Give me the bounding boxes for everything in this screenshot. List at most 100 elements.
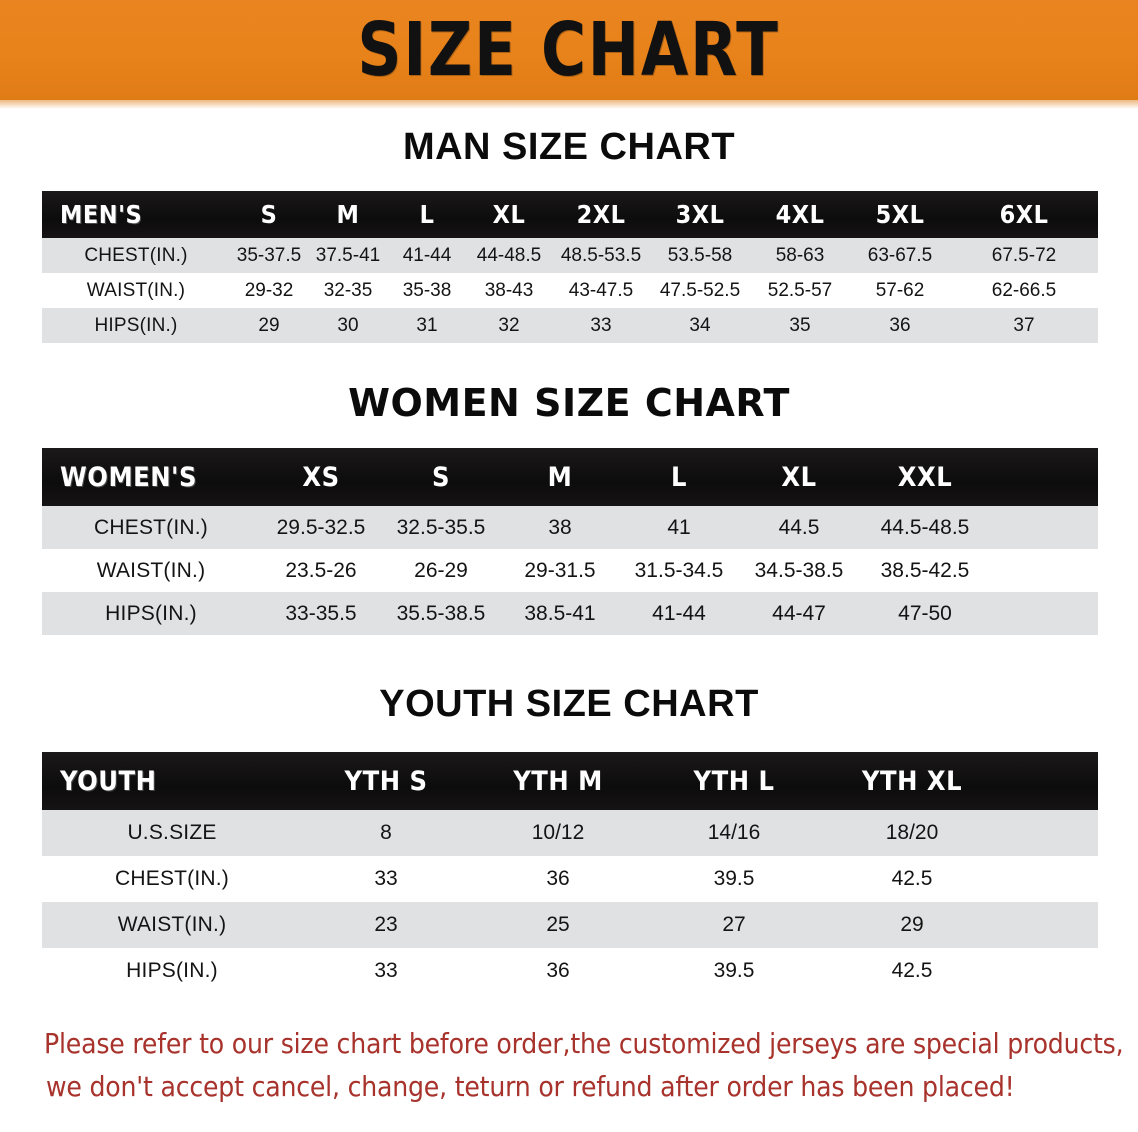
women-waist-spacer	[990, 549, 1098, 592]
women-corner-label: WOMEN'S	[60, 461, 197, 493]
women-chest-xxl: 44.5-48.5	[880, 515, 970, 539]
youth-row-label-chest: CHEST(IN.)	[115, 867, 229, 890]
table-row: HIPS(IN.) 33-35.5 35.5-38.5 38.5-41 41-4…	[42, 592, 1098, 635]
disclaimer-note: Please refer to our size chart before or…	[44, 1022, 1124, 1109]
man-section-title: MAN SIZE CHART	[402, 126, 736, 168]
table-row: HIPS(IN.) 29 30 31 32 33 34 35 36 37	[42, 308, 1098, 343]
man-chest-l: 41-44	[402, 244, 452, 266]
youth-section-title: YOUTH SIZE CHART	[379, 683, 759, 725]
man-waist-xl: 38-43	[484, 279, 534, 301]
women-col-xl: XL	[781, 461, 817, 493]
youth-corner-label: YOUTH	[60, 765, 157, 797]
youth-col-m: YTH M	[513, 765, 603, 797]
man-row-label-waist: WAIST(IN.)	[86, 279, 186, 301]
youth-waist-spacer	[1002, 902, 1098, 948]
man-waist-m: 32-35	[323, 279, 373, 301]
youth-hips-spacer	[1002, 948, 1098, 994]
women-size-table: WOMEN'S XS S M L XL XXL CHEST(IN.) 29.5-…	[42, 448, 1098, 635]
youth-chest-s: 33	[374, 867, 398, 890]
youth-ussize-spacer	[1002, 810, 1098, 856]
women-waist-s: 26-29	[414, 558, 468, 582]
man-hips-5xl: 36	[889, 314, 911, 336]
man-chest-5xl: 63-67.5	[867, 244, 933, 266]
women-col-l: L	[671, 461, 687, 493]
man-chest-m: 37.5-41	[315, 244, 381, 266]
women-chest-m: 38	[548, 515, 572, 539]
youth-header-row: YOUTH YTH S YTH M YTH L YTH XL	[42, 752, 1098, 810]
man-hips-m: 30	[337, 314, 359, 336]
man-row-label-chest: CHEST(IN.)	[84, 244, 188, 266]
table-row: CHEST(IN.) 33 36 39.5 42.5	[42, 856, 1098, 902]
youth-row-label-hips: HIPS(IN.)	[126, 959, 218, 982]
youth-col-l: YTH L	[693, 765, 775, 797]
man-row-label-hips: HIPS(IN.)	[94, 314, 178, 336]
women-header-row: WOMEN'S XS S M L XL XXL	[42, 448, 1098, 506]
man-col-5xl: 5XL	[875, 200, 925, 229]
banner-shadow	[0, 100, 1138, 109]
man-waist-3xl: 47.5-52.5	[659, 279, 741, 301]
man-waist-2xl: 43-47.5	[568, 279, 634, 301]
youth-chart-wrapper: YOUTH YTH S YTH M YTH L YTH XL U.S.SIZE …	[0, 752, 1138, 994]
women-section-title: WOMEN SIZE CHART	[348, 381, 790, 425]
man-waist-s: 29-32	[244, 279, 294, 301]
youth-size-table: YOUTH YTH S YTH M YTH L YTH XL U.S.SIZE …	[42, 752, 1098, 994]
man-hips-s: 29	[258, 314, 280, 336]
women-chest-l: 41	[667, 515, 691, 539]
man-waist-6xl: 62-66.5	[991, 279, 1057, 301]
youth-chest-m: 36	[546, 867, 570, 890]
women-waist-l: 31.5-34.5	[634, 558, 724, 582]
women-col-xxl: XXL	[897, 461, 953, 493]
women-waist-xl: 34.5-38.5	[754, 558, 844, 582]
women-col-m: M	[547, 461, 573, 493]
man-chest-4xl: 58-63	[775, 244, 825, 266]
women-hips-spacer	[990, 592, 1098, 635]
page-title: SIZE CHART	[357, 7, 781, 93]
youth-chest-spacer	[1002, 856, 1098, 902]
man-waist-l: 35-38	[402, 279, 452, 301]
table-row: U.S.SIZE 8 10/12 14/16 18/20	[42, 810, 1098, 856]
man-hips-6xl: 37	[1013, 314, 1035, 336]
table-row: WAIST(IN.) 23.5-26 26-29 29-31.5 31.5-34…	[42, 549, 1098, 592]
man-col-m: M	[336, 200, 360, 229]
table-row: WAIST(IN.) 23 25 27 29	[42, 902, 1098, 948]
man-size-table: MEN'S S M L XL 2XL 3XL 4XL 5XL 6XL CHEST…	[42, 191, 1098, 343]
man-col-2xl: 2XL	[576, 200, 626, 229]
youth-waist-l: 27	[722, 913, 746, 936]
youth-hips-xl: 42.5	[891, 959, 933, 982]
youth-ussize-l: 14/16	[707, 821, 761, 844]
women-hips-xs: 33-35.5	[285, 601, 357, 625]
youth-hips-m: 36	[546, 959, 570, 982]
youth-col-spacer	[1002, 752, 1098, 810]
man-col-l: L	[419, 200, 435, 229]
youth-waist-s: 23	[374, 913, 398, 936]
youth-chest-l: 39.5	[713, 867, 755, 890]
women-row-label-chest: CHEST(IN.)	[94, 515, 208, 539]
women-chest-s: 32.5-35.5	[396, 515, 486, 539]
man-chest-xl: 44-48.5	[476, 244, 542, 266]
man-chart-wrapper: MEN'S S M L XL 2XL 3XL 4XL 5XL 6XL CHEST…	[0, 191, 1138, 343]
women-col-spacer	[990, 448, 1098, 506]
youth-ussize-m: 10/12	[531, 821, 585, 844]
man-col-3xl: 3XL	[675, 200, 725, 229]
women-waist-xxl: 38.5-42.5	[880, 558, 970, 582]
women-col-xs: XS	[302, 461, 340, 493]
man-hips-xl: 32	[498, 314, 520, 336]
disclaimer-line-2: we don't accept cancel, change, teturn o…	[46, 1070, 1015, 1104]
man-hips-2xl: 33	[590, 314, 612, 336]
man-chest-3xl: 53.5-58	[667, 244, 733, 266]
women-chest-xl: 44.5	[778, 515, 820, 539]
youth-col-s: YTH S	[344, 765, 428, 797]
disclaimer-line-1: Please refer to our size chart before or…	[44, 1027, 1124, 1060]
women-row-label-hips: HIPS(IN.)	[105, 601, 197, 625]
youth-hips-l: 39.5	[713, 959, 755, 982]
man-col-xl: XL	[492, 200, 526, 229]
table-row: HIPS(IN.) 33 36 39.5 42.5	[42, 948, 1098, 994]
women-chart-wrapper: WOMEN'S XS S M L XL XXL CHEST(IN.) 29.5-…	[0, 448, 1138, 635]
women-hips-l: 41-44	[652, 601, 706, 625]
women-hips-s: 35.5-38.5	[396, 601, 486, 625]
man-col-6xl: 6XL	[999, 200, 1049, 229]
man-corner-label: MEN'S	[60, 200, 143, 229]
man-chest-2xl: 48.5-53.5	[560, 244, 642, 266]
youth-col-xl: YTH XL	[861, 765, 963, 797]
man-hips-l: 31	[416, 314, 438, 336]
